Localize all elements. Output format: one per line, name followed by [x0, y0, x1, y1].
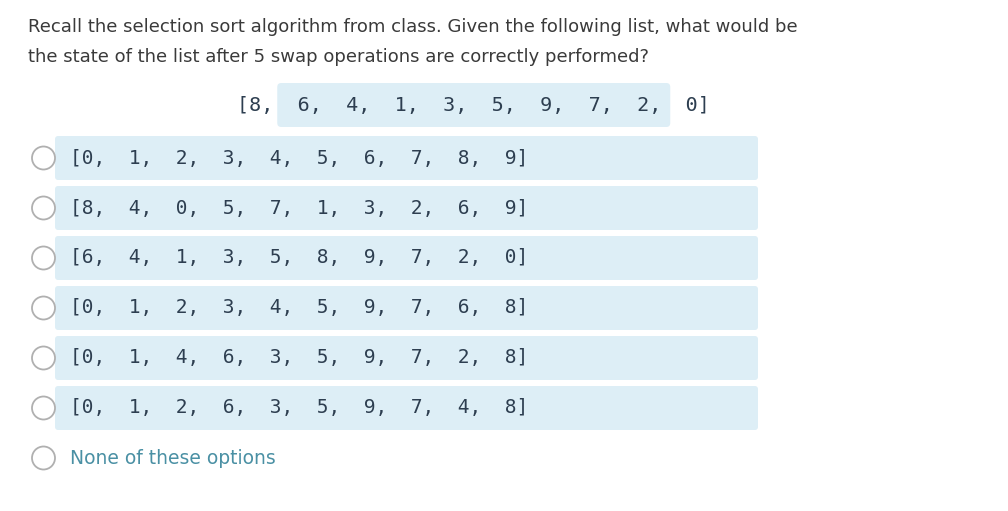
- Text: [8,  6,  4,  1,  3,  5,  9,  7,  2,  0]: [8, 6, 4, 1, 3, 5, 9, 7, 2, 0]: [237, 96, 711, 114]
- Text: [0,  1,  2,  6,  3,  5,  9,  7,  4,  8]: [0, 1, 2, 6, 3, 5, 9, 7, 4, 8]: [70, 399, 528, 417]
- FancyBboxPatch shape: [55, 186, 758, 230]
- Text: [8,  4,  0,  5,  7,  1,  3,  2,  6,  9]: [8, 4, 0, 5, 7, 1, 3, 2, 6, 9]: [70, 198, 528, 218]
- Text: [0,  1,  2,  3,  4,  5,  9,  7,  6,  8]: [0, 1, 2, 3, 4, 5, 9, 7, 6, 8]: [70, 298, 528, 317]
- Text: None of these options: None of these options: [70, 449, 276, 468]
- FancyBboxPatch shape: [55, 386, 758, 430]
- FancyBboxPatch shape: [277, 83, 670, 127]
- FancyBboxPatch shape: [55, 336, 758, 380]
- Text: Recall the selection sort algorithm from class. Given the following list, what w: Recall the selection sort algorithm from…: [28, 18, 797, 36]
- FancyBboxPatch shape: [55, 286, 758, 330]
- FancyBboxPatch shape: [55, 236, 758, 280]
- Text: [0,  1,  2,  3,  4,  5,  6,  7,  8,  9]: [0, 1, 2, 3, 4, 5, 6, 7, 8, 9]: [70, 149, 528, 168]
- FancyBboxPatch shape: [55, 136, 758, 180]
- Text: [0,  1,  4,  6,  3,  5,  9,  7,  2,  8]: [0, 1, 4, 6, 3, 5, 9, 7, 2, 8]: [70, 349, 528, 367]
- Text: the state of the list after 5 swap operations are correctly performed?: the state of the list after 5 swap opera…: [28, 48, 649, 66]
- Text: [6,  4,  1,  3,  5,  8,  9,  7,  2,  0]: [6, 4, 1, 3, 5, 8, 9, 7, 2, 0]: [70, 248, 528, 267]
